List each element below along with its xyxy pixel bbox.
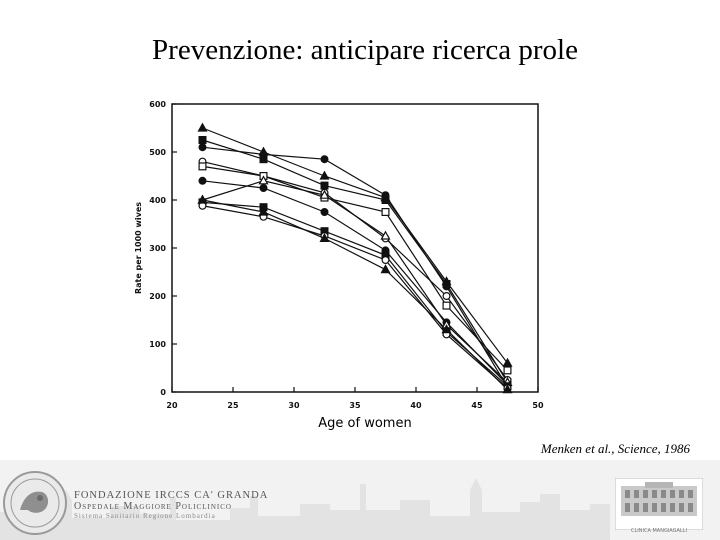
data-point-s5: [198, 162, 207, 171]
series-line-s2: [202, 139, 509, 383]
series-line-s7: [202, 180, 508, 383]
data-point-s3: [320, 155, 329, 164]
y-tick-label: 200: [149, 292, 166, 301]
x-axis-caption: Age of women: [318, 416, 412, 431]
data-point-s3: [259, 150, 268, 159]
series-line-s6: [202, 180, 508, 386]
data-point-s2: [198, 136, 207, 145]
series-line-s8: [202, 201, 508, 387]
x-tick-label: 50: [532, 401, 544, 410]
x-tick-label: 40: [410, 401, 422, 410]
x-tick-label: 20: [166, 401, 178, 410]
data-point-s3: [442, 282, 451, 291]
series-line-s9: [202, 205, 508, 389]
y-tick-label: 0: [160, 388, 166, 397]
x-tick-label: 30: [288, 401, 300, 410]
data-point-s1: [502, 357, 513, 367]
data-point-s10: [197, 194, 208, 204]
data-point-s10: [319, 232, 330, 242]
data-point-s10: [258, 206, 269, 216]
x-tick-label: 35: [349, 401, 361, 410]
y-tick-label: 600: [149, 100, 166, 109]
data-point-s3: [381, 191, 390, 200]
data-point-s7: [380, 230, 391, 240]
data-point-s5: [442, 301, 451, 310]
clinic-building-icon: [615, 478, 703, 530]
data-point-s1: [319, 170, 330, 180]
data-point-s6: [198, 176, 207, 185]
y-tick-label: 300: [149, 244, 166, 253]
y-tick-label: 500: [149, 148, 166, 157]
clinic-caption: CLINICA MANGIAGALLI: [631, 528, 687, 534]
series-line-s3: [202, 146, 509, 388]
foundation-line1: FONDAZIONE IRCCS CA' GRANDA: [74, 490, 269, 501]
data-point-s10: [502, 384, 513, 394]
line-chart: 0 100 200 300 400 500 600 20 25 30 35 40 45 50 Rate pe…: [134, 100, 544, 410]
data-point-s7: [258, 175, 269, 185]
data-point-s6: [259, 184, 268, 193]
data-point-s1: [197, 122, 208, 132]
data-point-s10: [380, 264, 391, 274]
y-tick-label: 100: [149, 340, 166, 349]
citation: Menken et al., Science, 1986: [540, 441, 690, 456]
data-point-s5: [381, 208, 390, 217]
footer-banner: [0, 460, 720, 540]
data-point-s7: [319, 189, 330, 199]
x-tick-label: 25: [227, 401, 239, 410]
series-line-s5: [202, 165, 508, 371]
data-point-s9: [381, 256, 390, 265]
foundation-line3: Sistema Sanitario Regione Lombardia: [74, 512, 216, 520]
series-line-s1: [202, 127, 508, 364]
x-tick-label: 45: [471, 401, 483, 410]
slide-title: Prevenzione: anticipare ricerca prole: [152, 34, 578, 66]
foundation-seal-icon: [3, 471, 67, 535]
foundation-name: FONDAZIONE IRCCS CA' GRANDA Ospedale Mag…: [74, 490, 268, 520]
data-point-s3: [198, 143, 207, 152]
data-point-s4: [442, 292, 451, 301]
data-point-s5: [503, 366, 512, 375]
data-point-s10: [441, 324, 452, 334]
y-axis-label: Rate per 1000 wives: [134, 202, 143, 294]
footer-skyline: [0, 460, 720, 540]
series-line-s10: [202, 199, 508, 391]
y-tick-label: 400: [149, 196, 166, 205]
data-point-s6: [320, 208, 329, 217]
foundation-line2: Ospedale Maggiore Policlinico: [74, 501, 232, 512]
data-point-s2: [320, 181, 329, 190]
